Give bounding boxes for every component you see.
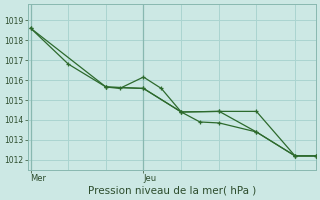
X-axis label: Pression niveau de la mer( hPa ): Pression niveau de la mer( hPa ): [88, 186, 256, 196]
